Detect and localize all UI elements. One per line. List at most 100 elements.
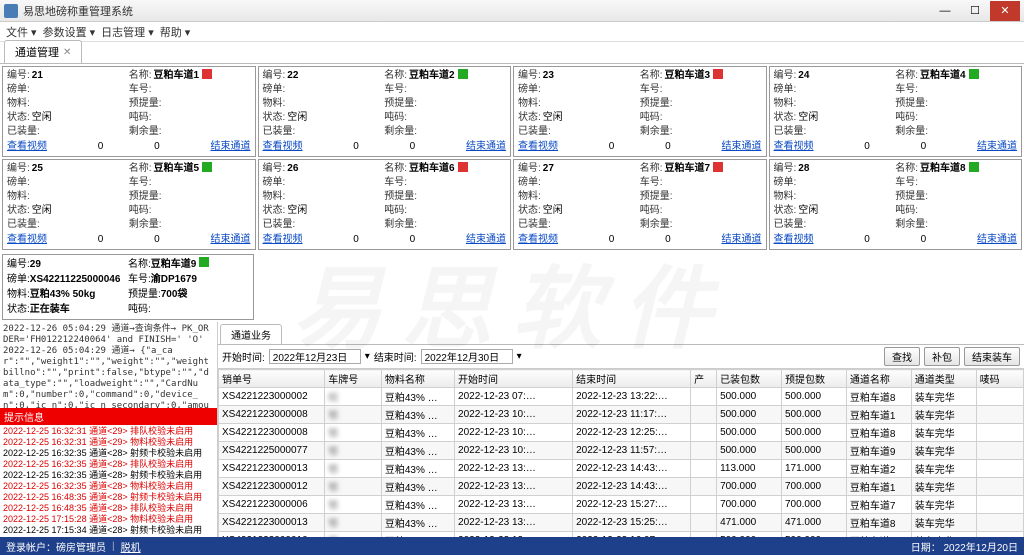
detail-weight-label: 吨码: xyxy=(128,302,151,317)
end-channel-link[interactable]: 结束通道 xyxy=(466,233,506,247)
view-video-link[interactable]: 查看视频 xyxy=(774,233,814,247)
table-cell: 471.000 xyxy=(717,514,782,532)
view-video-link[interactable]: 查看视频 xyxy=(518,140,558,154)
column-header[interactable]: 车牌号 xyxy=(325,370,382,388)
table-cell: 171.000 xyxy=(781,460,846,478)
column-header[interactable]: 产 xyxy=(691,370,717,388)
end-channel-link[interactable]: 结束通道 xyxy=(210,140,250,154)
table-cell xyxy=(976,406,1023,424)
end-channel-link[interactable]: 结束通道 xyxy=(721,140,761,154)
table-row[interactable]: XS4221223000006鄂豆粕43% …2022-12-23 13:…20… xyxy=(219,496,1024,514)
dropdown-icon[interactable]: ▾ xyxy=(517,351,522,362)
column-header[interactable]: 销单号 xyxy=(219,370,325,388)
table-cell: 装车完华 xyxy=(911,478,976,496)
pack-button[interactable]: 补包 xyxy=(924,347,960,366)
table-cell xyxy=(691,496,717,514)
column-header[interactable]: 通道类型 xyxy=(911,370,976,388)
detail-name: 豆粕车道9 xyxy=(151,257,197,272)
table-cell xyxy=(691,460,717,478)
tab-channel-mgmt[interactable]: 通道管理 ✕ xyxy=(4,40,82,63)
end-channel-link[interactable]: 结束通道 xyxy=(466,140,506,154)
table-cell: 2022-12-23 14:43:… xyxy=(573,478,691,496)
alert-header: 提示信息 xyxy=(0,408,217,425)
detail-state: 正在装车 xyxy=(30,302,70,317)
column-header[interactable]: 已装包数 xyxy=(717,370,782,388)
column-header[interactable]: 预提包数 xyxy=(781,370,846,388)
channels-grid: 编号:21名称:豆粕车道1磅单:车号:物料:预提量:状态:空闲吨码:已装量:剩余… xyxy=(0,64,1024,252)
table-row[interactable]: XS4221223000013鄂豆粕43% …2022-12-23 13:…20… xyxy=(219,514,1024,532)
end-channel-link[interactable]: 结束通道 xyxy=(977,233,1017,247)
menu-item[interactable]: 文件 ▾ xyxy=(6,24,37,40)
user-name: 磅房管理员 xyxy=(56,539,106,554)
dropdown-icon[interactable]: ▾ xyxy=(365,351,370,362)
column-header[interactable]: 开始时间 xyxy=(455,370,573,388)
column-header[interactable]: 物料名称 xyxy=(381,370,454,388)
channel-detail: 编号:29 名称:豆粕车道9 磅单:XS42211225000046 车号:渝D… xyxy=(2,254,254,320)
channel-card: 编号:28名称:豆粕车道8磅单:车号:物料:预提量:状态:空闲吨码:已装量:剩余… xyxy=(769,159,1023,250)
table-cell xyxy=(976,496,1023,514)
table-row[interactable]: XS4221223000012鄂豆粕43% …2022-12-23 13:…20… xyxy=(219,478,1024,496)
close-button[interactable]: ✕ xyxy=(990,1,1020,21)
alert-line: 2022-12-25 16:32:35 通道<28> 物料校验未启用 xyxy=(3,481,214,492)
table-cell: 豆粕车道8 xyxy=(846,424,911,442)
end-channel-link[interactable]: 结束通道 xyxy=(210,233,250,247)
menu-item[interactable]: 日志管理 ▾ xyxy=(101,24,154,40)
minimize-button[interactable]: — xyxy=(930,1,960,21)
view-video-link[interactable]: 查看视频 xyxy=(7,233,47,247)
table-cell xyxy=(976,442,1023,460)
table-cell: 豆粕车道9 xyxy=(846,442,911,460)
menu-item[interactable]: 参数设置 ▾ xyxy=(43,24,96,40)
column-header[interactable]: 结束时间 xyxy=(573,370,691,388)
table-cell: 2022-12-23 16:07:… xyxy=(573,532,691,538)
table-cell: 豆粕43% … xyxy=(381,388,454,406)
table-cell: 装车完华 xyxy=(911,406,976,424)
filter-bar: 开始时间: ▾ 结束时间: ▾ 查找 补包 结束装车 xyxy=(218,345,1024,369)
table-cell: 豆粕43% … xyxy=(381,532,454,538)
search-button[interactable]: 查找 xyxy=(884,347,920,366)
alert-line: 2022-12-25 16:48:35 通道<28> 射频卡校验未启用 xyxy=(3,492,214,503)
status-indicator xyxy=(969,162,979,172)
table-row[interactable]: XS4221223000008鄂豆粕43% …2022-12-23 10:…20… xyxy=(219,406,1024,424)
view-video-link[interactable]: 查看视频 xyxy=(518,233,558,247)
end-load-button[interactable]: 结束装车 xyxy=(964,347,1020,366)
table-cell: 2022-12-23 10:… xyxy=(455,442,573,460)
table-cell: 装车完华 xyxy=(911,424,976,442)
log-block: 2022-12-26 05:04:29 通道→查询条件→ PK_ORDER='F… xyxy=(0,322,217,408)
logout-link[interactable]: 脱机 xyxy=(121,539,141,554)
table-row[interactable]: XS4221223000010鄂豆粕43% …2022-12-23 13:…20… xyxy=(219,532,1024,538)
status-indicator xyxy=(458,162,468,172)
end-channel-link[interactable]: 结束通道 xyxy=(721,233,761,247)
table-cell: 豆粕43% … xyxy=(381,442,454,460)
maximize-button[interactable]: ☐ xyxy=(960,1,990,21)
close-icon[interactable]: ✕ xyxy=(63,47,71,58)
channel-card: 编号:27名称:豆粕车道7磅单:车号:物料:预提量:状态:空闲吨码:已装量:剩余… xyxy=(513,159,767,250)
view-video-link[interactable]: 查看视频 xyxy=(263,233,303,247)
menu-item[interactable]: 帮助 ▾ xyxy=(160,24,191,40)
table-row[interactable]: XS4221223000013鄂豆粕43% …2022-12-23 13:…20… xyxy=(219,460,1024,478)
table-cell: 豆粕43% … xyxy=(381,514,454,532)
view-video-link[interactable]: 查看视频 xyxy=(263,140,303,154)
start-date-input[interactable] xyxy=(269,349,361,364)
status-indicator xyxy=(202,69,212,79)
detail-preload-label: 预提量: xyxy=(128,287,161,302)
end-date-input[interactable] xyxy=(421,349,513,364)
view-video-link[interactable]: 查看视频 xyxy=(774,140,814,154)
view-video-link[interactable]: 查看视频 xyxy=(7,140,47,154)
table-row[interactable]: XS4221223000008鄂豆粕43% …2022-12-23 10:…20… xyxy=(219,424,1024,442)
detail-bill: XS42211225000046 xyxy=(30,272,121,287)
table-row[interactable]: XS4221225000077鄂豆粕43% …2022-12-23 10:…20… xyxy=(219,442,1024,460)
table-row[interactable]: XS4221223000002皖豆粕43% …2022-12-23 07:…20… xyxy=(219,388,1024,406)
table-cell: 豆粕43% … xyxy=(381,460,454,478)
table-cell: 700.000 xyxy=(717,478,782,496)
table-cell: 装车完华 xyxy=(911,496,976,514)
column-header[interactable]: 通道名称 xyxy=(846,370,911,388)
table-cell: 皖 xyxy=(325,388,382,406)
table-cell: 豆粕43% … xyxy=(381,478,454,496)
status-indicator xyxy=(458,69,468,79)
column-header[interactable]: 唛码 xyxy=(976,370,1023,388)
table-cell: 豆粕43% … xyxy=(381,496,454,514)
tab-biz[interactable]: 通道业务 xyxy=(220,324,282,344)
table-cell: 2022-12-23 13:… xyxy=(455,514,573,532)
table-cell: 豆粕车道1 xyxy=(846,406,911,424)
end-channel-link[interactable]: 结束通道 xyxy=(977,140,1017,154)
